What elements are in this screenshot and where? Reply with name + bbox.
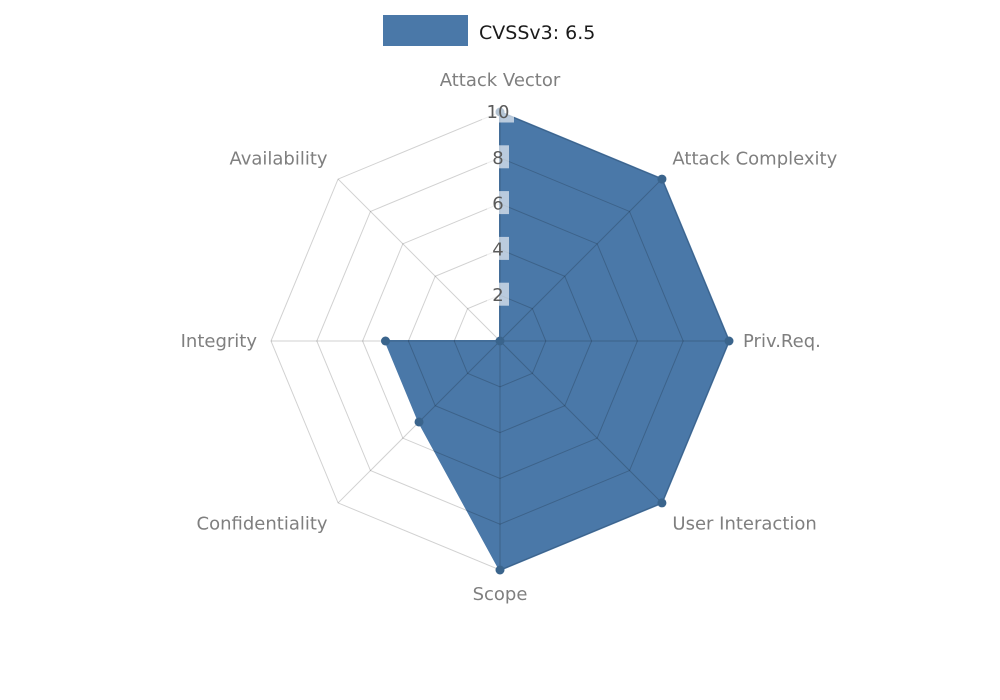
grid-spoke [337, 178, 501, 342]
series-point [657, 498, 667, 508]
grid-ring [453, 294, 547, 388]
radial-tick-label-bg [487, 145, 509, 169]
legend-label: CVSSv3: 6.5 [479, 22, 595, 44]
series-point [724, 336, 734, 346]
radial-tick-label: 6 [492, 194, 503, 215]
series-point [495, 565, 505, 575]
series-point [381, 336, 390, 346]
radial-tick-label-bg [487, 282, 509, 306]
radial-tick-label-bg [482, 99, 514, 123]
radial-tick-label: 2 [492, 285, 503, 306]
series-point [657, 174, 667, 184]
axis-label-attack-vector: Attack Vector [440, 70, 561, 91]
legend: CVSSv3: 6.5 [383, 15, 595, 46]
axis-label-scope: Scope [473, 584, 528, 605]
radial-tick-label-bg [487, 236, 509, 260]
radial-tick-label-bg [487, 191, 509, 215]
grid-spoke [499, 340, 663, 504]
grid-ring [316, 157, 684, 525]
axis-label-confidentiality: Confidentiality [197, 513, 328, 534]
radial-tick-label: 4 [492, 239, 503, 260]
axis-label-integrity: Integrity [181, 331, 258, 352]
radial-tick-label: 10 [487, 102, 510, 123]
axis-label-user-interaction: User Interaction [672, 513, 816, 534]
radial-tick-label: 8 [492, 148, 503, 169]
radial-tick-labels-layer: 2 4 6 8 10 [482, 99, 514, 306]
grid-ring [407, 248, 593, 434]
series-point [495, 336, 505, 346]
legend-swatch [383, 15, 468, 46]
grid-ring [362, 203, 638, 479]
axis-label-attack-complexity: Attack Complexity [672, 149, 837, 170]
grid-spoke [499, 178, 663, 342]
series-point [414, 417, 424, 427]
axis-label-priv-req: Priv.Req. [743, 331, 821, 352]
axis-label-availability: Availability [229, 149, 327, 170]
axis-labels-layer: Attack Vector Attack Complexity Priv.Req. U… [181, 70, 838, 605]
